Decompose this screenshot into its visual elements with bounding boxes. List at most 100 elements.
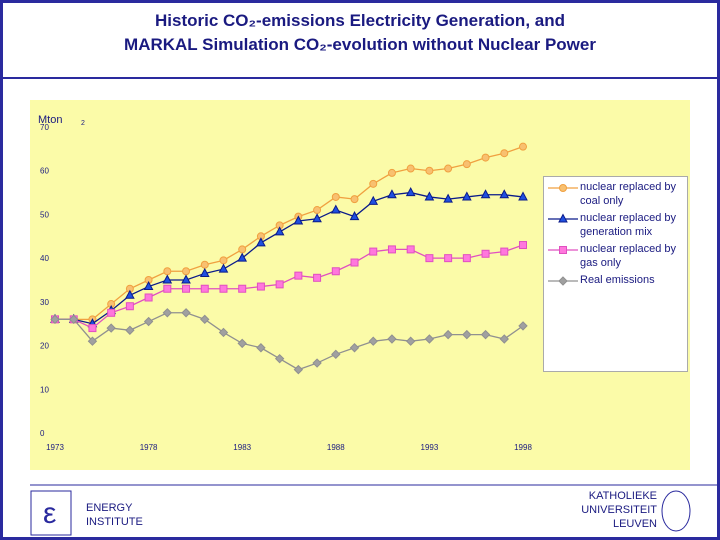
marker	[499, 189, 510, 199]
marker	[349, 343, 360, 353]
marker	[331, 349, 341, 360]
marker	[559, 184, 567, 192]
marker	[219, 284, 228, 293]
marker	[125, 325, 135, 335]
legend-swatch	[548, 184, 578, 192]
marker	[462, 160, 471, 169]
marker	[405, 187, 416, 197]
marker	[143, 280, 154, 291]
marker	[219, 256, 228, 265]
marker	[558, 213, 568, 223]
marker	[87, 336, 98, 346]
legend-swatch	[548, 276, 578, 286]
marker	[500, 149, 509, 158]
y-tick-label: 40	[40, 254, 49, 263]
marker	[387, 168, 396, 177]
marker	[107, 308, 116, 317]
marker	[182, 284, 191, 293]
marker	[200, 314, 210, 325]
marker	[313, 273, 322, 282]
marker	[331, 267, 340, 276]
y-tick-label: 70	[40, 123, 49, 132]
y-tick-label: 20	[40, 342, 49, 351]
marker	[199, 267, 210, 277]
marker	[237, 338, 247, 349]
marker	[462, 191, 472, 201]
legend-label: Real emissions	[580, 274, 655, 286]
marker	[181, 274, 191, 284]
marker	[200, 260, 209, 269]
x-tick-label: 1978	[140, 443, 158, 452]
legend-entry: nuclear replaced by gas only	[544, 243, 687, 270]
legend-entry: nuclear replaced by generation mix	[544, 212, 687, 239]
marker	[162, 308, 173, 318]
y-tick-label: 0	[40, 429, 45, 438]
marker	[163, 284, 172, 293]
y-tick-label: 30	[40, 298, 49, 307]
x-tick-label: 1988	[327, 443, 345, 452]
x-tick-label: 1998	[514, 443, 532, 452]
title-line: Historic CO₂-emissions Electricity Gener…	[154, 11, 565, 30]
marker	[406, 245, 415, 254]
y-tick-label: 60	[40, 167, 49, 176]
marker	[313, 206, 322, 215]
marker	[181, 308, 191, 318]
marker	[405, 336, 416, 346]
legend-label: nuclear replaced by generation mix	[580, 212, 677, 238]
marker	[200, 284, 209, 293]
marker	[106, 323, 116, 333]
marker	[256, 343, 266, 353]
marker	[275, 280, 284, 289]
marker	[293, 215, 304, 225]
marker	[387, 334, 397, 344]
marker	[500, 247, 509, 256]
marker	[443, 329, 453, 340]
marker	[125, 289, 135, 299]
marker	[312, 358, 322, 368]
marker	[443, 193, 453, 203]
marker	[125, 302, 134, 311]
footer-right: KATHOLIEKE UNIVERSITEIT LEUVEN	[563, 489, 657, 531]
marker	[331, 192, 340, 201]
marker	[182, 267, 191, 276]
marker	[218, 327, 229, 338]
marker	[350, 195, 359, 204]
marker	[406, 164, 415, 173]
footer-text: INSTITUTE	[86, 516, 143, 528]
x-tick-label: 1973	[46, 443, 64, 452]
marker	[143, 316, 154, 327]
marker	[369, 247, 378, 256]
y-axis-label: Mton	[38, 114, 62, 126]
marker	[69, 314, 79, 325]
marker	[425, 254, 434, 263]
marker	[444, 254, 453, 263]
marker	[144, 293, 153, 302]
marker	[462, 254, 471, 263]
legend-label: nuclear replaced by coal only	[580, 181, 677, 207]
marker	[256, 282, 265, 291]
marker	[519, 241, 527, 250]
marker	[218, 263, 229, 273]
marker	[480, 189, 491, 199]
seal	[661, 490, 691, 532]
marker	[387, 189, 397, 199]
title-line: MARKAL Simulation CO₂-evolution without …	[124, 35, 596, 54]
y-axis-label-sub: 2	[81, 120, 85, 127]
marker	[369, 179, 378, 188]
marker	[349, 211, 360, 221]
marker	[256, 237, 266, 247]
marker	[481, 249, 490, 258]
marker	[274, 226, 285, 236]
marker	[350, 258, 359, 267]
marker	[462, 329, 472, 340]
marker	[312, 213, 322, 223]
legend-entry: Real emissions	[544, 274, 687, 288]
marker	[518, 191, 528, 201]
marker	[424, 191, 435, 201]
marker	[238, 245, 247, 254]
marker	[424, 334, 435, 344]
logo-glyph: ε	[43, 497, 56, 530]
marker	[519, 142, 527, 151]
series-line	[55, 191, 524, 325]
